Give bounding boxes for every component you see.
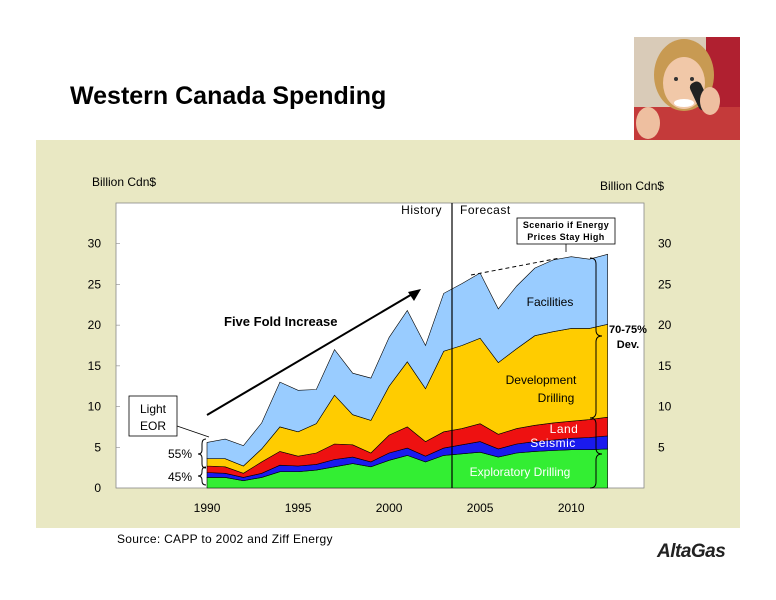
source-note: Source: CAPP to 2002 and Ziff Energy — [117, 532, 333, 546]
slide-title: Western Canada Spending — [70, 82, 387, 110]
altagas-logo: AltaGas — [657, 541, 726, 562]
y-axis-right-label: Billion Cdn$ — [600, 179, 665, 193]
y-axis-left-label: Billion Cdn$ — [92, 175, 157, 189]
chart-panel — [36, 140, 740, 528]
woman-on-phone-photo — [634, 37, 740, 140]
